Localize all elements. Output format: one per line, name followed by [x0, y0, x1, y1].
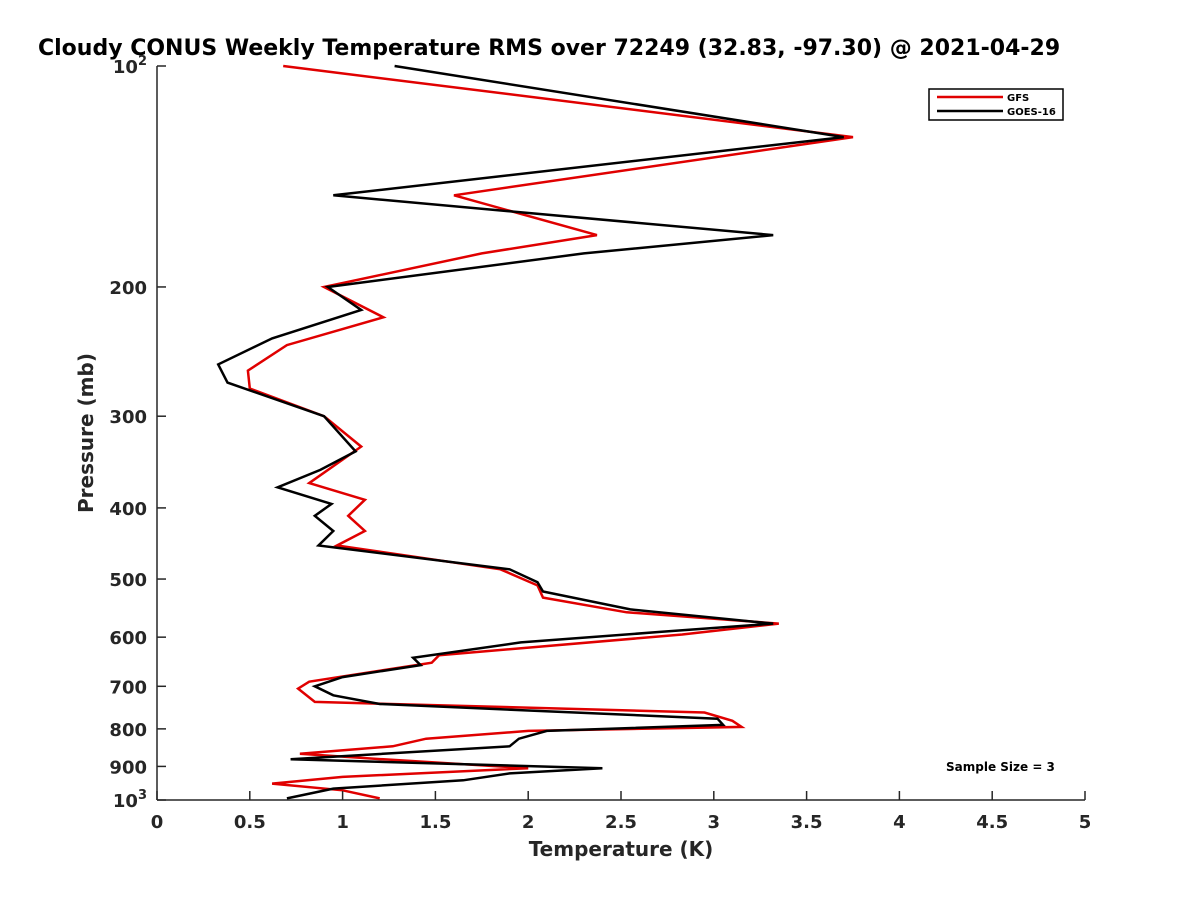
y-tick-label: 600 [109, 628, 147, 649]
x-tick-label: 4 [893, 812, 906, 833]
y-tick-label: 300 [109, 407, 147, 428]
x-tick-label: 4.5 [976, 812, 1008, 833]
x-tick-label: 2.5 [605, 812, 637, 833]
x-tick-label: 3 [708, 812, 721, 833]
y-tick-label: 102 [113, 54, 147, 78]
sample-size-annotation: Sample Size = 3 [946, 760, 1055, 774]
y-tick-label: 800 [109, 720, 147, 741]
legend: GFS GOES-16 [928, 88, 1064, 121]
legend-box [928, 88, 1064, 121]
series-line-gfs [246, 64, 854, 800]
x-tick-label: 0.5 [234, 812, 266, 833]
y-tick-label: 700 [109, 677, 147, 698]
y-tick-label: 900 [109, 757, 147, 778]
series-layer [216, 64, 854, 800]
legend-label-gfs: GFS [1007, 93, 1029, 104]
y-tick-label: 103 [113, 788, 147, 812]
x-axis-label: Temperature (K) [529, 837, 714, 861]
x-tick-label: 3.5 [791, 812, 823, 833]
x-tick-label: 1.5 [419, 812, 451, 833]
x-tick-label: 5 [1079, 812, 1092, 833]
x-ticks: 0 0.5 1 1.5 2 2.5 3 3.5 4 4.5 5 [151, 791, 1092, 833]
y-tick-label: 200 [109, 278, 147, 299]
legend-label-goes16: GOES-16 [1007, 107, 1056, 118]
x-tick-label: 2 [522, 812, 535, 833]
y-tick-label: 500 [109, 570, 147, 591]
series-line-goes16 [216, 64, 844, 800]
y-tick-label: 400 [109, 499, 147, 520]
x-tick-label: 0 [151, 812, 164, 833]
y-axis-label: Pressure (mb) [74, 353, 98, 513]
x-tick-label: 1 [336, 812, 349, 833]
y-ticks: 102 200 300 400 500 600 700 800 900 103 [109, 54, 166, 812]
chart-title: Cloudy CONUS Weekly Temperature RMS over… [38, 36, 1060, 61]
